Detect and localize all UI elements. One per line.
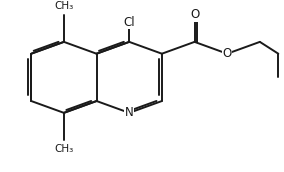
Text: CH₃: CH₃ — [54, 144, 74, 154]
Text: CH₃: CH₃ — [54, 1, 74, 10]
Text: O: O — [190, 8, 199, 21]
Text: N: N — [125, 106, 133, 119]
Text: Cl: Cl — [124, 16, 135, 29]
Text: O: O — [223, 47, 232, 60]
